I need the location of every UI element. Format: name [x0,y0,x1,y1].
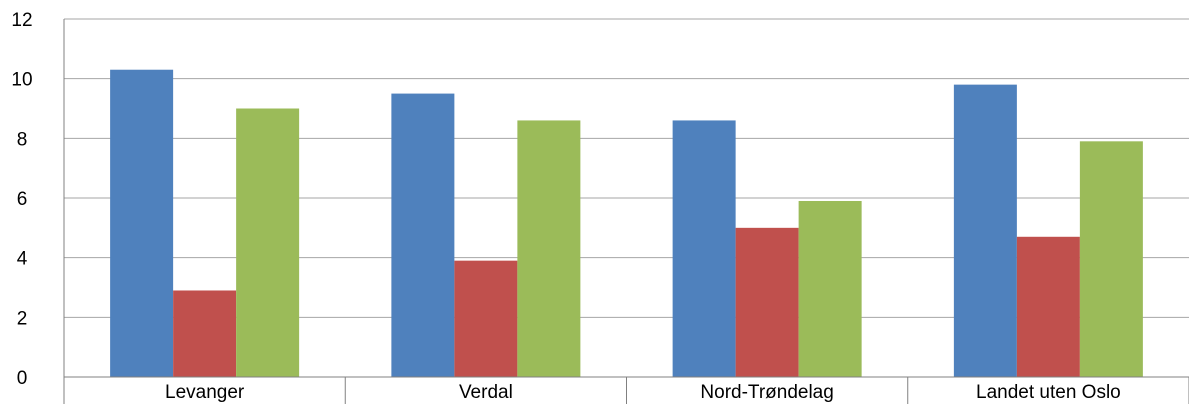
y-tick-label: 8 [17,129,28,150]
bar-series-1-levanger [110,69,174,377]
y-tick-label: 6 [17,189,28,210]
y-tick-label: 4 [17,249,28,270]
x-category-label: Verdal [459,382,513,403]
y-tick-label: 2 [17,308,28,329]
x-category-label: Levanger [165,382,245,403]
bar-series-2-verdal [454,260,518,377]
bar-series-3-verdal [517,120,581,377]
bar-series-2-nord-tr-ndelag [735,227,799,377]
y-tick-label: 10 [11,70,32,91]
bar-series-3-landet-uten-oslo [1079,141,1143,377]
bar-series-1-nord-tr-ndelag [672,120,736,377]
bar-series-2-landet-uten-oslo [1016,236,1080,377]
x-category-label: Landet uten Oslo [976,382,1121,403]
bar-series-1-landet-uten-oslo [953,84,1017,377]
bar-series-2-levanger [173,290,237,377]
bar-series-3-nord-tr-ndelag [798,200,862,377]
bar-series-3-levanger [236,108,300,377]
y-tick-label: 0 [17,368,28,389]
x-category-label: Nord-Trøndelag [700,382,833,403]
y-tick-label: 12 [11,10,32,31]
bar-series-1-verdal [391,93,455,377]
